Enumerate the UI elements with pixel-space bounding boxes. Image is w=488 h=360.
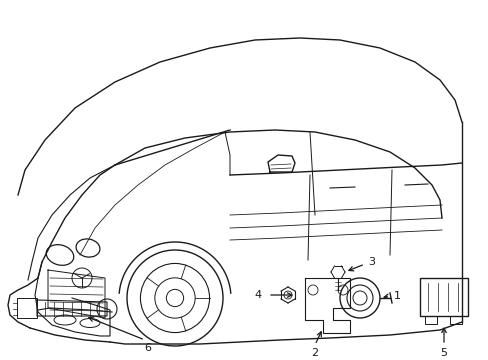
- Text: 2: 2: [311, 348, 318, 358]
- Text: 1: 1: [393, 291, 400, 301]
- Bar: [449, 316, 461, 324]
- Bar: [419, 278, 467, 316]
- Text: 6: 6: [144, 343, 151, 353]
- Text: 4: 4: [254, 290, 262, 300]
- Bar: [17, 298, 37, 318]
- Text: 3: 3: [367, 257, 374, 267]
- Text: 5: 5: [440, 348, 447, 358]
- Bar: [424, 316, 436, 324]
